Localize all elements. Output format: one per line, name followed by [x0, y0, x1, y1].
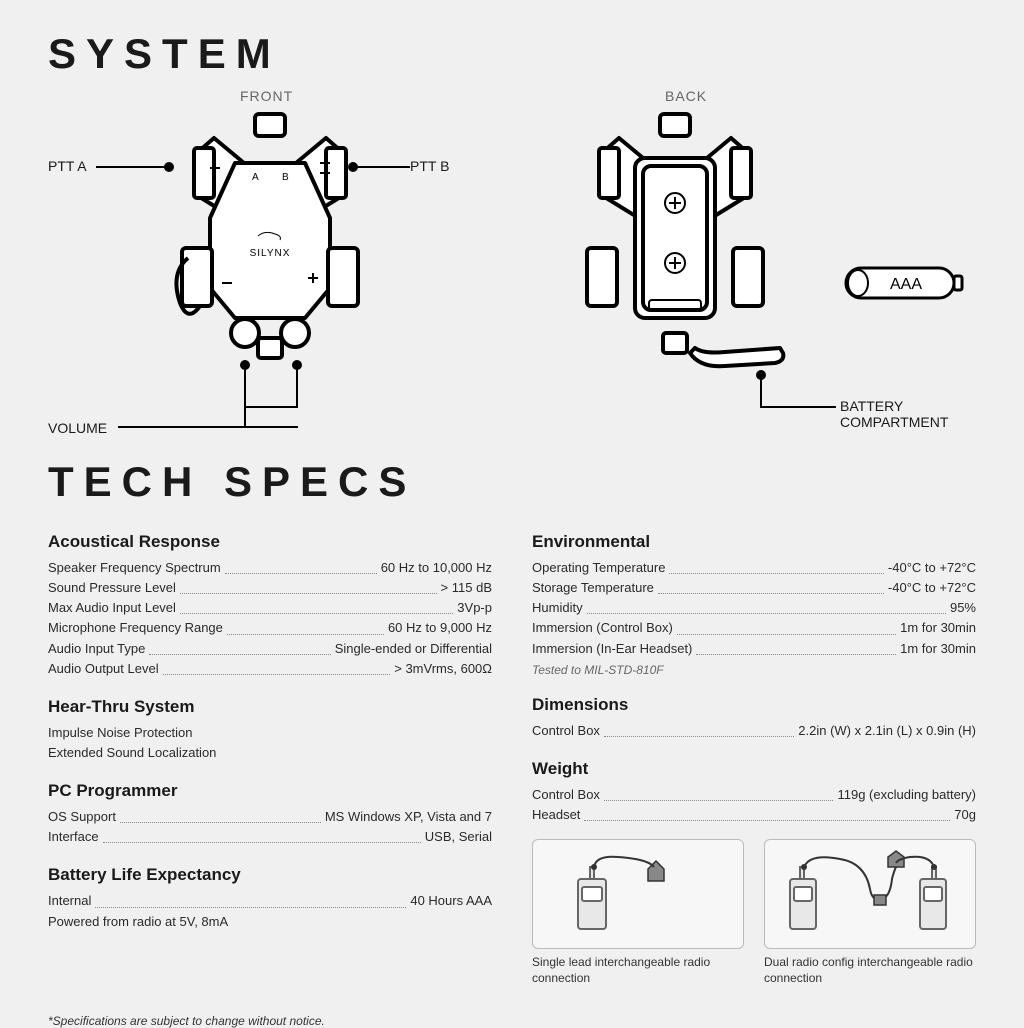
config-single-frame: [532, 839, 744, 949]
spec-row: Control Box 2.2in (W) x 2.1in (L) x 0.9in…: [532, 721, 976, 741]
specs-columns: Acoustical Response Speaker Frequency Sp…: [0, 514, 1024, 986]
aaa-battery: AAA: [840, 258, 970, 308]
front-label: FRONT: [240, 88, 293, 104]
config-dual-frame: [764, 839, 976, 949]
group-env: Environmental: [532, 532, 976, 552]
weight-rows: Control Box119g (excluding battery)Heads…: [532, 785, 976, 825]
spec-label: Interface: [48, 827, 99, 847]
svg-text:B: B: [282, 172, 289, 183]
env-rows: Operating Temperature-40°C to +72°CStora…: [532, 558, 976, 659]
spec-row: Humidity 95%: [532, 598, 976, 618]
config-dual-caption: Dual radio config interchangeable radio …: [764, 955, 976, 986]
group-hearthru: Hear-Thru System: [48, 697, 492, 717]
spec-row: Immersion (Control Box) 1m for 30min: [532, 618, 976, 638]
page-title-specs: TECH SPECS: [0, 458, 1024, 514]
spec-label: Headset: [532, 805, 580, 825]
spec-value: > 3mVrms, 600Ω: [394, 659, 492, 679]
config-single: Single lead interchangeable radio connec…: [532, 839, 744, 986]
spec-line: Extended Sound Localization: [48, 743, 492, 763]
group-battery: Battery Life Expectancy: [48, 865, 492, 885]
spec-row: Microphone Frequency Range 60 Hz to 9,000…: [48, 618, 492, 638]
spec-value: 60 Hz to 10,000 Hz: [381, 558, 492, 578]
device-back: [545, 108, 805, 388]
spec-label: Speaker Frequency Spectrum: [48, 558, 221, 578]
spec-label: Audio Input Type: [48, 639, 145, 659]
spec-value: 1m for 30min: [900, 618, 976, 638]
spec-label: Operating Temperature: [532, 558, 665, 578]
page-title-system: SYSTEM: [0, 0, 1024, 88]
footnote: *Specifications are subject to change wi…: [0, 986, 1024, 1028]
svg-text:A: A: [252, 172, 259, 183]
spec-row: Headset 70g: [532, 805, 976, 825]
pc-rows: OS SupportMS Windows XP, Vista and 7Inte…: [48, 807, 492, 847]
spec-label: Sound Pressure Level: [48, 578, 176, 598]
spec-label: Control Box: [532, 785, 600, 805]
spec-label: Internal: [48, 891, 91, 911]
group-pc: PC Programmer: [48, 781, 492, 801]
spec-row: Control Box 119g (excluding battery): [532, 785, 976, 805]
spec-value: 3Vp-p: [457, 598, 492, 618]
spec-value: 119g (excluding battery): [837, 785, 976, 805]
spec-value: > 115 dB: [441, 578, 492, 598]
group-acoustical: Acoustical Response: [48, 532, 492, 552]
back-label: BACK: [665, 88, 707, 104]
battery-extra: Powered from radio at 5V, 8mA: [48, 912, 492, 932]
spec-label: Microphone Frequency Range: [48, 618, 223, 638]
battery-rows: Internal 40 Hours AAA: [48, 891, 492, 911]
spec-value: 60 Hz to 9,000 Hz: [388, 618, 492, 638]
left-column: Acoustical Response Speaker Frequency Sp…: [48, 514, 492, 986]
spec-value: 1m for 30min: [900, 639, 976, 659]
spec-label: Storage Temperature: [532, 578, 654, 598]
spec-value: 95%: [950, 598, 976, 618]
hearthru-lines: Impulse Noise ProtectionExtended Sound L…: [48, 723, 492, 763]
spec-row: Internal 40 Hours AAA: [48, 891, 492, 911]
spec-value: Single-ended or Differential: [335, 639, 492, 659]
spec-label: Max Audio Input Level: [48, 598, 176, 618]
spec-value: 70g: [954, 805, 976, 825]
spec-value: USB, Serial: [425, 827, 492, 847]
spec-row: Audio Output Level > 3mVrms, 600Ω: [48, 659, 492, 679]
spec-value: -40°C to +72°C: [888, 558, 976, 578]
svg-text:SILYNX: SILYNX: [250, 248, 291, 259]
spec-label: Audio Output Level: [48, 659, 159, 679]
config-single-caption: Single lead interchangeable radio connec…: [532, 955, 744, 986]
dims-rows: Control Box 2.2in (W) x 2.1in (L) x 0.9in…: [532, 721, 976, 741]
spec-row: Max Audio Input Level 3Vp-p: [48, 598, 492, 618]
device-front: A B SILYNX: [140, 108, 400, 368]
spec-label: Humidity: [532, 598, 583, 618]
spec-label: Immersion (Control Box): [532, 618, 673, 638]
callout-battery-compartment: BATTERY COMPARTMENT: [840, 398, 948, 430]
callout-ptt-a: PTT A: [48, 158, 87, 174]
right-column: Environmental Operating Temperature -40°C…: [532, 514, 976, 986]
spec-value: MS Windows XP, Vista and 7: [325, 807, 492, 827]
spec-row: Storage Temperature -40°C to +72°C: [532, 578, 976, 598]
config-dual: Dual radio config interchangeable radio …: [764, 839, 976, 986]
spec-row: Speaker Frequency Spectrum 60 Hz to 10,00…: [48, 558, 492, 578]
spec-row: Immersion (In-Ear Headset) 1m for 30min: [532, 639, 976, 659]
env-note: Tested to MIL-STD-810F: [532, 663, 976, 677]
spec-label: OS Support: [48, 807, 116, 827]
spec-label: Control Box: [532, 721, 600, 741]
spec-line: Impulse Noise Protection: [48, 723, 492, 743]
group-weight: Weight: [532, 759, 976, 779]
callout-ptt-b: PTT B: [410, 158, 449, 174]
spec-row: Sound Pressure Level > 115 dB: [48, 578, 492, 598]
spec-value: -40°C to +72°C: [888, 578, 976, 598]
diagram-area: FRONT BACK: [0, 88, 1024, 458]
spec-value: 40 Hours AAA: [410, 891, 492, 911]
spec-row: Operating Temperature -40°C to +72°C: [532, 558, 976, 578]
spec-label: Immersion (In-Ear Headset): [532, 639, 692, 659]
spec-row: Audio Input Type Single-ended or Differen…: [48, 639, 492, 659]
spec-row: Interface USB, Serial: [48, 827, 492, 847]
callout-volume: VOLUME: [48, 420, 107, 436]
spec-row: OS Support MS Windows XP, Vista and 7: [48, 807, 492, 827]
acoustical-rows: Speaker Frequency Spectrum 60 Hz to 10,00…: [48, 558, 492, 679]
spec-value: 2.2in (W) x 2.1in (L) x 0.9in (H): [798, 721, 976, 741]
group-dims: Dimensions: [532, 695, 976, 715]
svg-text:AAA: AAA: [890, 276, 922, 293]
config-row: Single lead interchangeable radio connec…: [532, 839, 976, 986]
